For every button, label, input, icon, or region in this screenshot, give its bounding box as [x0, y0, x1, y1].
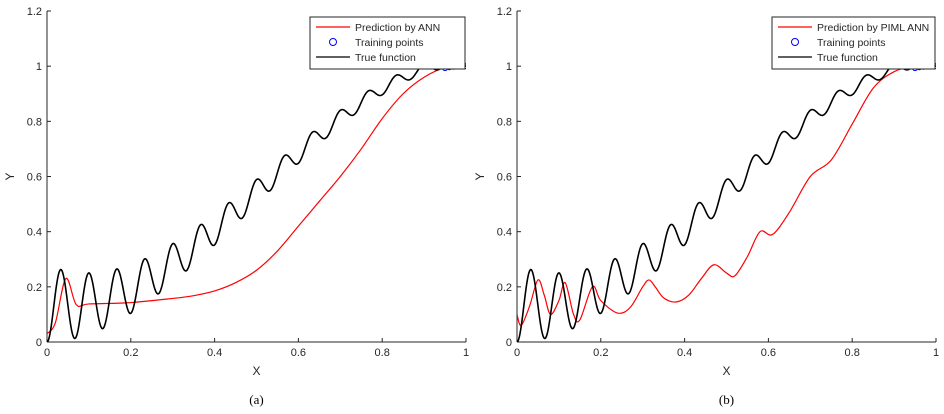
- y-tick-label: 0: [506, 337, 512, 349]
- y-axis-title: Y: [3, 172, 17, 180]
- legend-label: True function: [817, 52, 878, 64]
- x-axis-title: X: [252, 364, 260, 378]
- legend-label: Training points: [817, 37, 885, 49]
- plot-area: [47, 57, 466, 342]
- legend-box: [771, 16, 936, 70]
- x-tick-label: 0.2: [123, 347, 138, 359]
- y-tick-label: 0.2: [27, 282, 42, 294]
- x-tick-label: 1: [933, 347, 939, 359]
- x-tick-label: 0.6: [291, 347, 306, 359]
- legend-label: True function: [355, 52, 416, 64]
- legend: Prediction by ANN Training points True fun…: [309, 16, 466, 70]
- legend-label: Training points: [355, 37, 423, 49]
- y-tick-label: 0.2: [497, 282, 512, 294]
- legend-marker: [791, 38, 799, 46]
- plot-area: [517, 57, 936, 342]
- x-tick-label: 0.4: [207, 347, 222, 359]
- x-tick-label: 0: [44, 347, 50, 359]
- y-tick-label: 0.6: [27, 172, 42, 184]
- true-function-line: [47, 57, 466, 342]
- panel-a: 0 0.2 0.4 0.6 0.8 1 0 0.2 0.4 0.6 0.8 1 1.2 X Y (a) Pred…: [3, 6, 469, 407]
- y-tick-label: 0.4: [27, 227, 42, 239]
- x-axis-title: X: [722, 364, 730, 378]
- x-tick-label: 0.2: [593, 347, 608, 359]
- legend-label: Prediction by ANN: [355, 22, 440, 34]
- y-axis-title: Y: [473, 172, 487, 180]
- panel-caption: (b): [719, 392, 734, 407]
- legend-box: [309, 16, 466, 70]
- x-tick-label: 0: [514, 347, 520, 359]
- x-tick-label: 0.8: [375, 347, 390, 359]
- y-tick-label: 0.6: [497, 172, 512, 184]
- panel-caption: (a): [249, 392, 263, 407]
- y-tick-label: 0.4: [497, 227, 512, 239]
- legend-label: Prediction by PIML ANN: [817, 22, 929, 34]
- y-tick-label: 1.2: [27, 6, 42, 18]
- y-tick-label: 0.8: [497, 116, 512, 128]
- true-function-line: [517, 57, 936, 342]
- y-tick-label: 1: [506, 61, 512, 73]
- legend-marker: [329, 38, 337, 46]
- y-tick-label: 0.8: [27, 116, 42, 128]
- y-tick-label: 1.2: [497, 6, 512, 18]
- x-tick-label: 0.8: [845, 347, 860, 359]
- panel-b: 0 0.2 0.4 0.6 0.8 1 0 0.2 0.4 0.6 0.8 1 1.2 X Y (b) Pred…: [473, 6, 939, 407]
- x-tick-label: 0.6: [761, 347, 776, 359]
- y-tick-label: 0: [36, 337, 42, 349]
- y-tick-label: 1: [36, 61, 42, 73]
- legend: Prediction by PIML ANN Training points Tru…: [771, 16, 936, 70]
- prediction-line: [47, 64, 466, 335]
- x-tick-label: 1: [463, 347, 469, 359]
- prediction-line: [517, 64, 936, 327]
- x-tick-label: 0.4: [677, 347, 692, 359]
